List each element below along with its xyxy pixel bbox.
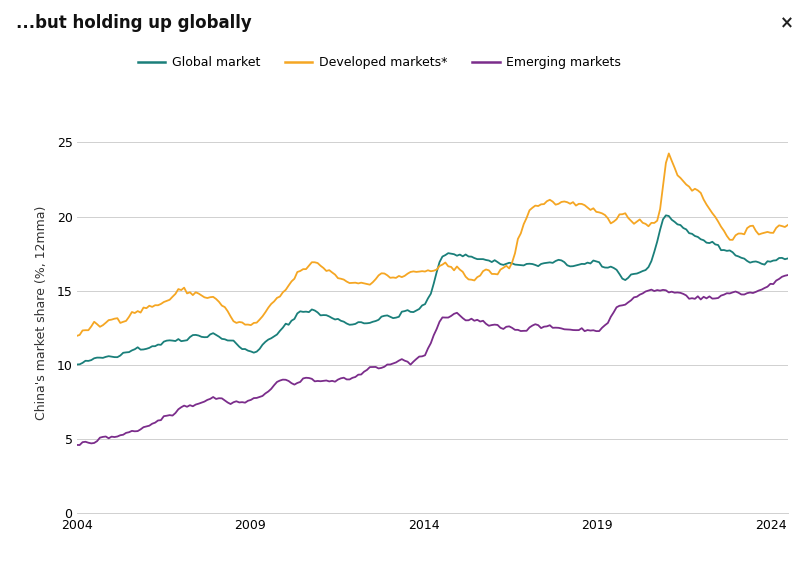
Legend: Global market, Developed markets*, Emerging markets: Global market, Developed markets*, Emerg…: [133, 51, 625, 74]
Text: ×: ×: [780, 14, 793, 32]
Y-axis label: China's market share (%, 12mma): China's market share (%, 12mma): [36, 206, 48, 420]
Text: ...but holding up globally: ...but holding up globally: [16, 14, 252, 32]
